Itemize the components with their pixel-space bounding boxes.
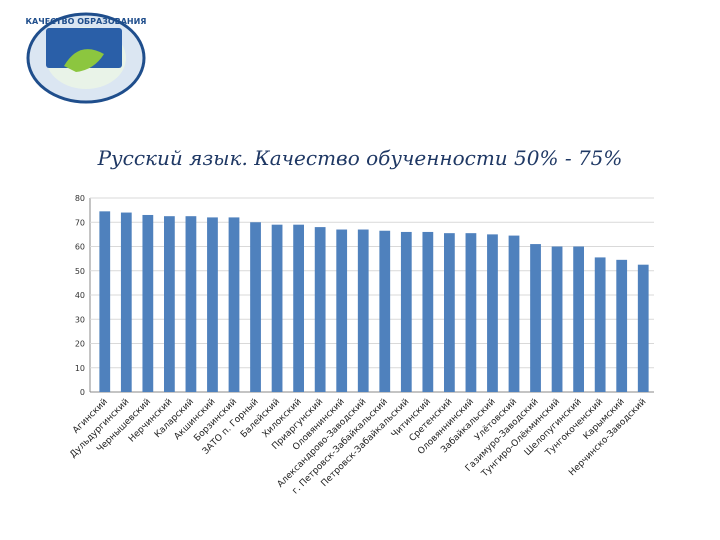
- bar: [444, 233, 455, 392]
- bar: [422, 231, 434, 392]
- y-tick-label: 10: [75, 364, 85, 373]
- y-tick-label: 80: [75, 194, 85, 203]
- bar: [551, 246, 563, 392]
- logo-book: [46, 28, 122, 68]
- y-tick-label: 50: [75, 267, 85, 276]
- bar: [185, 216, 197, 392]
- bar: [573, 246, 584, 392]
- y-tick-label: 30: [75, 315, 85, 324]
- y-tick-label: 40: [75, 291, 85, 300]
- bar: [594, 257, 606, 392]
- bar: [228, 217, 240, 392]
- bar: [530, 244, 541, 392]
- bar: [400, 231, 412, 392]
- bar: [142, 214, 154, 392]
- logo-text: КАЧЕСТВО ОБРАЗОВАНИЯ: [26, 17, 147, 26]
- bar: [357, 229, 369, 392]
- bar: [465, 233, 477, 392]
- bar: [207, 217, 218, 392]
- logo: КАЧЕСТВО ОБРАЗОВАНИЯ: [24, 6, 154, 106]
- bar: [120, 212, 132, 392]
- bar: [293, 224, 304, 392]
- bar: [250, 222, 261, 392]
- bar-chart: 01020304050607080АгинскийДульдургинскийЧ…: [68, 194, 654, 496]
- bar: [379, 230, 391, 392]
- bar: [314, 227, 326, 392]
- y-tick-label: 70: [75, 218, 85, 227]
- bar: [99, 211, 111, 392]
- bar: [637, 264, 649, 392]
- bar: [164, 216, 175, 392]
- y-tick-label: 60: [75, 243, 85, 252]
- logo-map-shape: [64, 49, 104, 72]
- bar: [271, 224, 283, 392]
- bar: [616, 259, 628, 392]
- y-tick-label: 0: [80, 388, 85, 397]
- y-tick-label: 20: [75, 340, 85, 349]
- bar: [487, 234, 498, 392]
- bar: [508, 235, 520, 392]
- chart-title: Русский язык. Качество обученности 50% -…: [97, 146, 623, 170]
- bar: [336, 229, 348, 392]
